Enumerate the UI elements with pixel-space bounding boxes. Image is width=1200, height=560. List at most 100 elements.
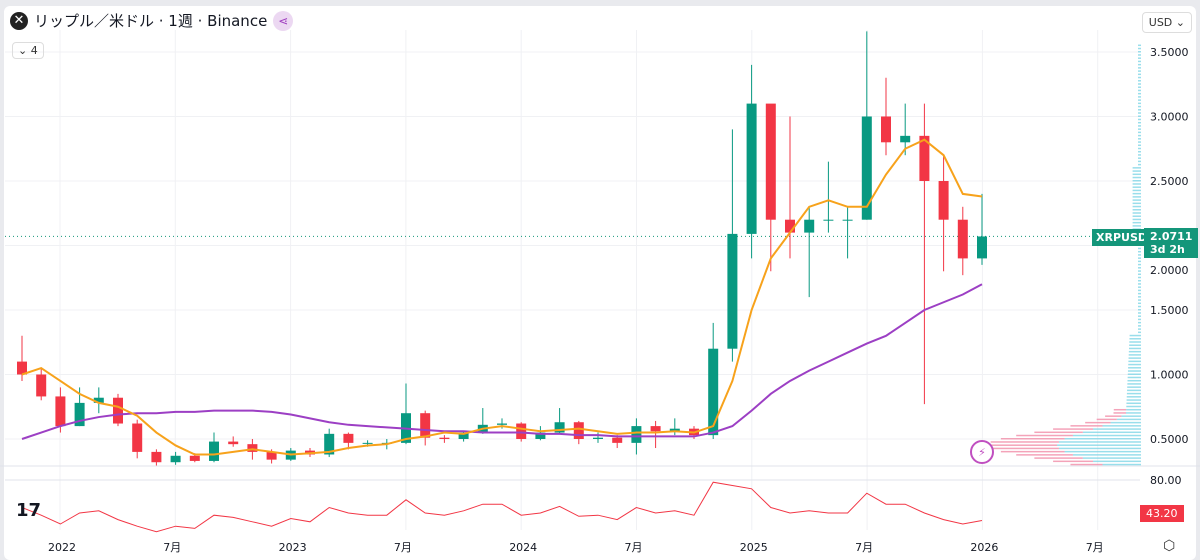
- volume-profile-bar: [1082, 431, 1141, 434]
- price-tick: 3.0000: [1150, 111, 1189, 124]
- symbol-price-label: XRPUSD: [1092, 229, 1151, 246]
- candle-body: [881, 116, 891, 143]
- volume-profile-bar: [1102, 425, 1141, 427]
- volume-profile-bar: [1138, 270, 1141, 272]
- volume-profile-bar: [1138, 302, 1141, 305]
- volume-profile-bar: [1138, 273, 1141, 276]
- currency-selector[interactable]: USD ⌄: [1141, 12, 1192, 33]
- volume-profile-bar: [1128, 367, 1141, 369]
- fast-moving-average-line: [21, 138, 983, 456]
- volume-profile-bar: [1058, 447, 1141, 450]
- volume-profile-bar: [1127, 386, 1141, 388]
- candle-body: [439, 437, 450, 439]
- candle-body: [612, 437, 623, 443]
- volume-profile-bar: [1138, 60, 1141, 63]
- volume-profile-bar: [1138, 73, 1141, 76]
- volume-profile-bar: [990, 447, 1059, 450]
- volume-profile-bar: [1064, 450, 1141, 453]
- volume-profile-bar: [1113, 408, 1127, 411]
- volume-profile-bar: [1132, 209, 1141, 211]
- volume-profile-bar: [1138, 257, 1141, 259]
- volume-profile-bar: [1132, 221, 1141, 224]
- volume-profile-bar: [1064, 438, 1141, 440]
- volume-profile-bar: [1126, 405, 1141, 408]
- price-tick: 1.5000: [1150, 304, 1189, 317]
- time-tick: 7月: [163, 541, 181, 554]
- volume-profile-bar: [1138, 160, 1141, 163]
- bar-countdown: 3d 2h: [1150, 243, 1185, 256]
- volume-profile-bar: [1138, 299, 1141, 301]
- volume-profile-bar: [1132, 196, 1141, 198]
- volume-profile-bar: [1000, 450, 1065, 453]
- volume-profile-bar: [1138, 105, 1141, 108]
- volume-profile-bar: [1070, 463, 1103, 466]
- volume-profile-bar: [1138, 115, 1141, 117]
- candle-body: [593, 437, 603, 439]
- volume-profile-bar: [1093, 460, 1141, 463]
- volume-profile-bar: [1128, 357, 1141, 359]
- candle-body: [804, 219, 815, 233]
- volume-profile-bar: [1138, 154, 1141, 156]
- candle-body: [93, 397, 104, 403]
- candle-body: [266, 451, 277, 460]
- volume-profile-bar: [1128, 363, 1141, 366]
- volume-profile-bar: [1132, 183, 1141, 185]
- candle-body: [631, 426, 642, 443]
- chart-frame[interactable]: [4, 6, 1196, 560]
- volume-profile-bar: [1138, 51, 1141, 53]
- volume-profile-bar: [1129, 341, 1141, 343]
- candle-body: [842, 219, 853, 221]
- volume-profile-bar: [1127, 383, 1141, 385]
- candle-body: [727, 233, 738, 349]
- volume-profile-bar: [1128, 360, 1141, 363]
- time-tick: 2022: [48, 541, 76, 554]
- settings-gear-icon[interactable]: ⬡: [1163, 538, 1176, 554]
- candle-body: [669, 428, 680, 432]
- candle-body: [170, 455, 181, 463]
- volume-profile-bar: [1105, 415, 1122, 417]
- volume-profile-bar: [1138, 92, 1141, 95]
- volume-profile-bar: [1132, 218, 1141, 221]
- slow-moving-average-line: [21, 283, 983, 440]
- candle-body: [36, 374, 47, 397]
- volume-profile-bar: [1138, 318, 1141, 321]
- volume-profile-bar: [1138, 131, 1141, 134]
- candle-body: [189, 455, 200, 461]
- candle-body: [132, 423, 143, 452]
- volume-profile-bar: [1132, 199, 1141, 201]
- candle-body: [458, 432, 469, 439]
- time-tick: 2024: [509, 541, 537, 554]
- candle-body: [746, 103, 757, 234]
- volume-profile-bar: [1138, 102, 1141, 105]
- volume-profile-bar: [1132, 170, 1141, 172]
- volume-profile-bar: [1138, 163, 1141, 166]
- volume-profile-bar: [1138, 128, 1141, 130]
- volume-profile-bar: [1138, 296, 1141, 298]
- lightning-icon[interactable]: ⚡: [970, 440, 994, 464]
- volume-profile-bar: [1138, 276, 1141, 279]
- candle-body: [55, 396, 66, 427]
- candle-body: [938, 181, 949, 220]
- symbol-title[interactable]: リップル／米ドル · 1週 · Binance: [34, 12, 268, 30]
- volume-profile-bar: [1132, 167, 1141, 169]
- candle-body: [324, 433, 335, 455]
- volume-profile-bar: [1138, 83, 1141, 85]
- volume-profile-bar: [1116, 418, 1141, 421]
- volume-profile-bar: [1072, 434, 1141, 437]
- tradingview-logo-icon[interactable]: 17: [16, 500, 42, 521]
- volume-profile-bar: [1127, 370, 1141, 372]
- candle-body: [228, 441, 239, 445]
- candle-body: [861, 116, 872, 220]
- volume-profile-bar: [1138, 89, 1141, 92]
- share-icon[interactable]: ⋖: [273, 10, 294, 31]
- candle-body: [516, 423, 527, 439]
- volume-profile-bar: [1138, 47, 1141, 50]
- indicators-collapse-button[interactable]: ⌄ 4: [12, 42, 44, 59]
- volume-profile-bar: [1138, 147, 1141, 150]
- price-tick: 2.5000: [1150, 175, 1189, 188]
- volume-profile-bar: [987, 444, 1057, 446]
- volume-profile-bar: [1138, 279, 1141, 282]
- volume-profile-bar: [1128, 354, 1141, 356]
- volume-profile-bar: [1132, 205, 1141, 208]
